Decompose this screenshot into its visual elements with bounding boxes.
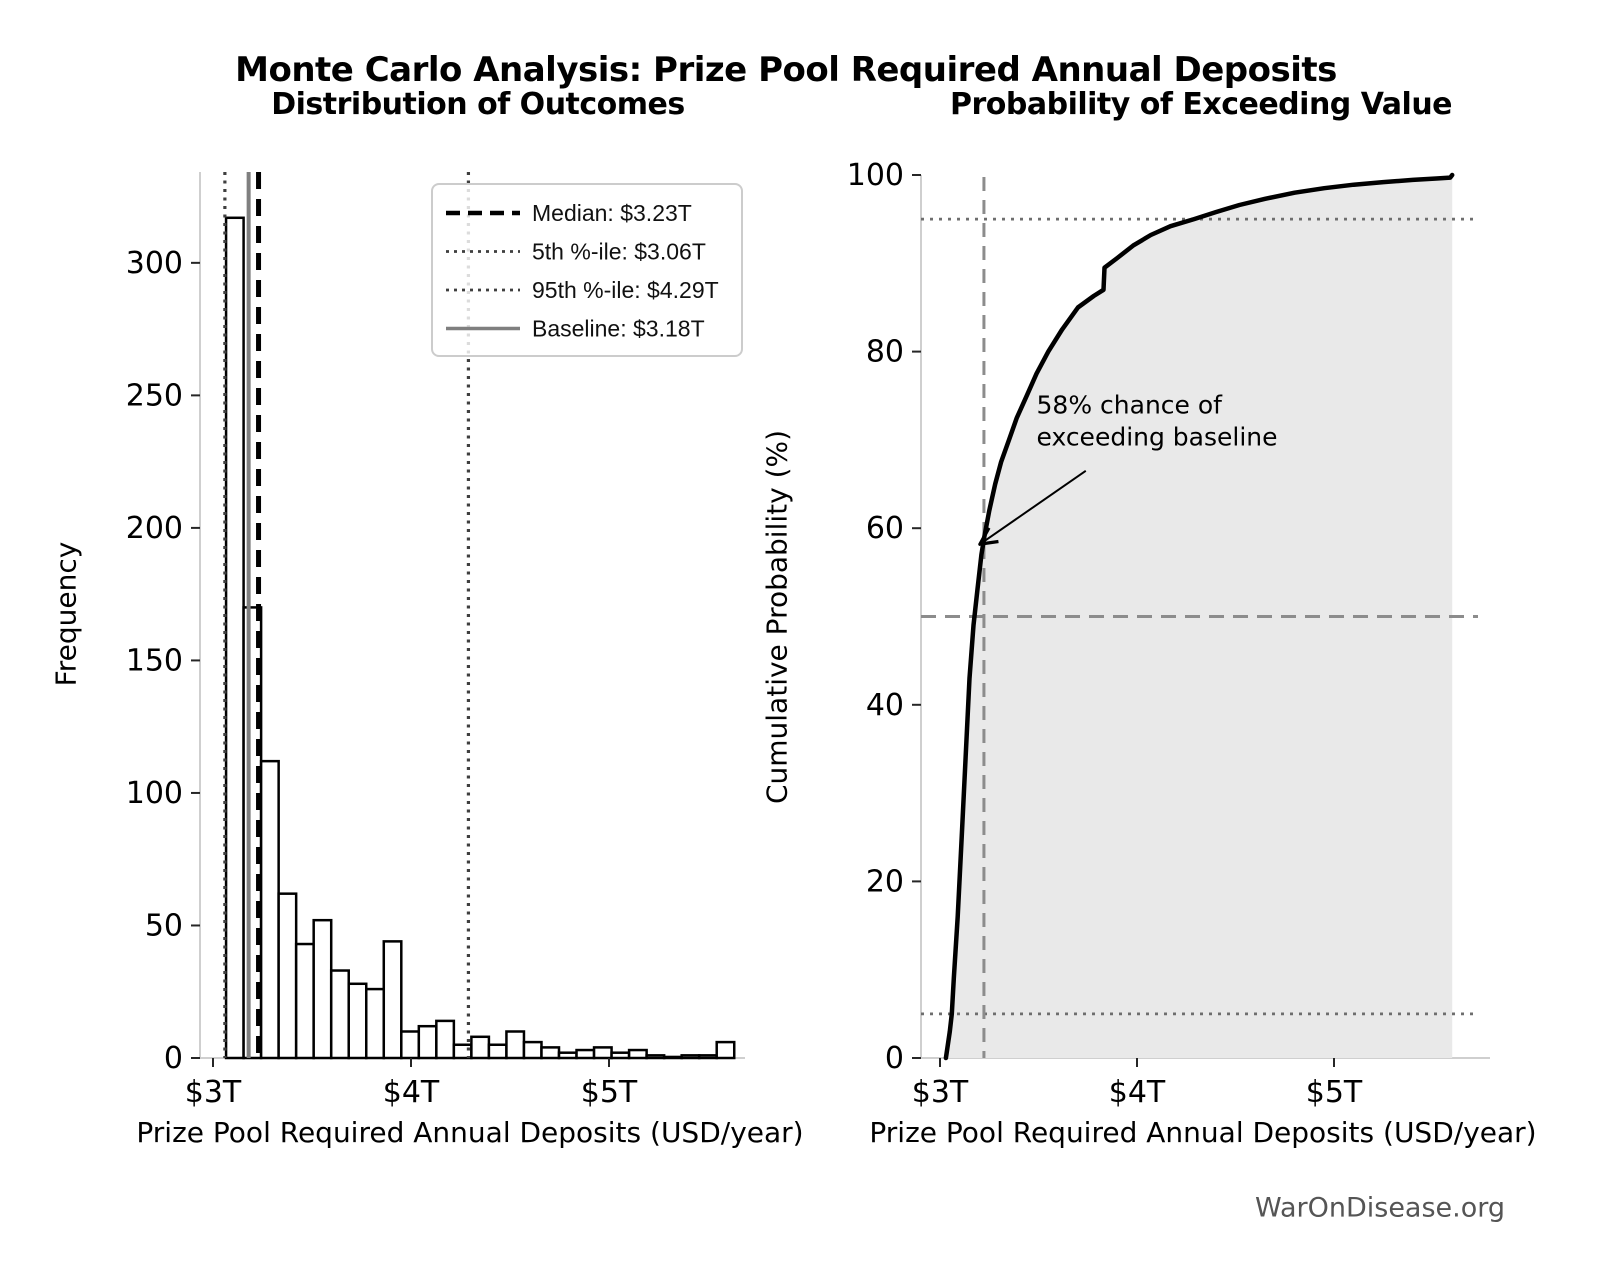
right-subplot-title: Probability of Exceeding Value — [949, 87, 1453, 122]
watermark: WarOnDisease.org — [1254, 1192, 1506, 1224]
left-x-axis-label: Prize Pool Required Annual Deposits (USD… — [136, 1116, 804, 1149]
histogram-bar — [224, 216, 245, 1060]
histogram-bar — [294, 942, 315, 1060]
right-x-axis-label: Prize Pool Required Annual Deposits (USD… — [869, 1116, 1537, 1149]
legend-label: 95th %-ile: $4.29T — [532, 277, 719, 303]
cdf-curve — [943, 172, 1455, 1061]
right-y-axis-label: Cumulative Probability (%) — [760, 429, 794, 805]
histogram-bar — [522, 1040, 543, 1060]
histogram-bar — [329, 969, 350, 1060]
y-tick-label: 250 — [126, 378, 183, 413]
histogram-bar — [417, 1024, 438, 1060]
figure-title: Monte Carlo Analysis: Prize Pool Require… — [235, 50, 1337, 90]
y-tick-label: 80 — [866, 335, 904, 370]
histogram-bar — [347, 982, 368, 1060]
legend-box — [431, 183, 743, 357]
histogram-bar — [382, 940, 403, 1060]
histogram-bar — [365, 987, 386, 1060]
legend-label: 5th %-ile: $3.06T — [532, 239, 706, 265]
histogram-bar — [697, 1054, 718, 1060]
y-tick-label: 200 — [126, 511, 183, 546]
annotation-text: exceeding baseline — [1037, 422, 1278, 451]
histogram-plot: $3T $4T $5T 0 50 100 150 200 250 300 Median: $3.23… — [126, 172, 745, 1110]
y-tick-label: 0 — [885, 1041, 904, 1076]
x-tick-label: $4T — [1109, 1075, 1166, 1110]
x-tick-label: $5T — [581, 1075, 638, 1110]
y-tick-label: 50 — [145, 908, 183, 943]
y-tick-label: 20 — [866, 864, 904, 899]
histogram-bar — [557, 1051, 578, 1060]
y-tick-label: 150 — [126, 643, 183, 678]
y-tick-label: 100 — [847, 158, 904, 193]
histogram-bar — [312, 918, 333, 1060]
histogram-bar — [645, 1054, 666, 1060]
histogram-bar — [662, 1055, 683, 1060]
histogram-bar — [505, 1030, 526, 1060]
histogram-bar — [592, 1046, 613, 1060]
histogram-bar — [400, 1030, 421, 1060]
y-tick-label: 0 — [164, 1041, 183, 1076]
histogram-bar — [715, 1040, 736, 1060]
histogram-bar — [435, 1019, 456, 1060]
left-subplot-title: Distribution of Outcomes — [271, 87, 685, 122]
legend-label: Baseline: $3.18T — [532, 316, 705, 342]
histogram-bar — [487, 1043, 508, 1060]
y-tick-label: 60 — [866, 511, 904, 546]
x-tick-label: $5T — [1306, 1075, 1363, 1110]
legend: Median: $3.23T 5th %-ile: $3.06T 95th %-il… — [431, 183, 743, 357]
histogram-bar — [680, 1054, 701, 1060]
histogram-bar — [259, 759, 280, 1060]
histogram-bar — [575, 1048, 596, 1060]
annotation-text: 58% chance of — [1037, 390, 1224, 419]
x-tick-label: $3T — [912, 1075, 969, 1110]
histogram-bar — [540, 1046, 561, 1060]
left-y-axis-label: Frequency — [49, 541, 83, 687]
y-tick-label: 40 — [866, 688, 904, 723]
cdf-plot: $3T $4T $5T 0 20 40 60 80 100 58% chance of exceed… — [847, 158, 1490, 1110]
x-tick-label: $4T — [383, 1075, 440, 1110]
histogram-bar — [277, 892, 298, 1060]
annotation-arrow — [981, 469, 1087, 543]
histogram-bar — [610, 1051, 631, 1060]
y-tick-label: 300 — [126, 246, 183, 281]
histogram-bar — [627, 1048, 648, 1060]
x-tick-label: $3T — [185, 1075, 242, 1110]
legend-label: Median: $3.23T — [532, 200, 692, 226]
histogram-bar — [470, 1035, 491, 1060]
y-tick-label: 100 — [126, 776, 183, 811]
